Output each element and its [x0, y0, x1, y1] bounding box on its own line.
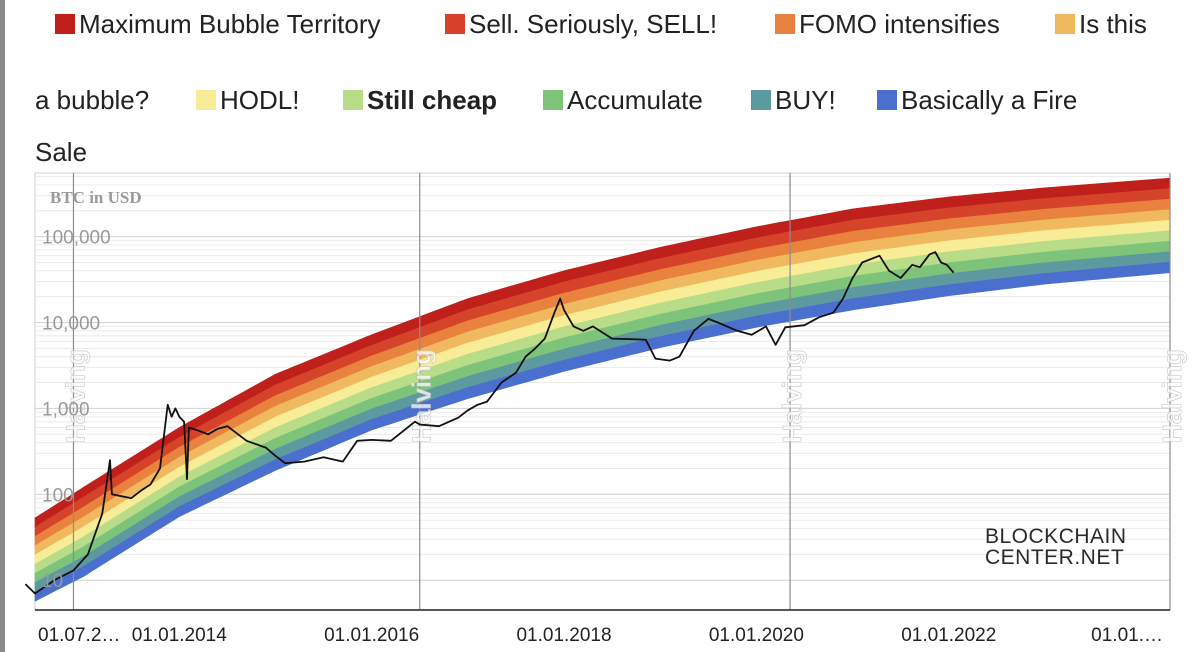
y-tick-labels: 100,000 10,000 1,000 100 10: [42, 228, 111, 593]
legend-swatch: [543, 90, 563, 110]
legend-swatch: [877, 90, 897, 110]
legend-label: Maximum Bubble Territory: [79, 9, 381, 39]
legend-item-still-cheap[interactable]: Still cheap: [343, 87, 497, 113]
x-tick-label: 01.01.…: [1091, 625, 1163, 646]
x-tick-labels: 01.07.2… 01.01.2014 01.01.2016 01.01.2018 01…: [38, 625, 1163, 646]
x-tick-label: 01.01.2018: [516, 625, 611, 646]
legend-swatch: [751, 90, 771, 110]
legend-swatch: [445, 14, 465, 34]
y-axis-label: BTC in USD: [50, 188, 142, 207]
legend-label-continuation: a bubble?: [35, 85, 150, 115]
y-tick-label: 100,000: [42, 228, 111, 249]
legend-label: Sell. Seriously, SELL!: [469, 9, 718, 39]
y-tick-label: 100: [42, 485, 74, 506]
price-series: [24, 251, 955, 595]
legend-label: Is this: [1079, 9, 1147, 39]
halving-label: Halving: [1157, 349, 1187, 443]
legend-label: Accumulate: [567, 85, 703, 115]
legend-item-fomo[interactable]: FOMO intensifies: [775, 11, 1000, 37]
legend-item-accumulate[interactable]: Accumulate: [543, 87, 703, 113]
legend-label: FOMO intensifies: [799, 9, 1000, 39]
legend-item-fire-sale[interactable]: Basically a Fire: [877, 87, 1077, 113]
x-tick-label: 01.01.2020: [709, 625, 804, 646]
x-tick-label: 01.01.2014: [132, 625, 228, 646]
btc-price-line: [24, 251, 955, 595]
legend-swatch: [1055, 14, 1075, 34]
legend-label: BUY!: [775, 85, 836, 115]
legend-item-maximum-bubble[interactable]: Maximum Bubble Territory: [55, 11, 381, 37]
legend-label: Still cheap: [367, 85, 498, 115]
logo-line-2: CENTER.NET: [985, 546, 1124, 569]
halving-label: Halving: [60, 349, 90, 443]
y-tick-label: 1,000: [42, 399, 90, 420]
legend-swatch: [196, 90, 216, 110]
legend-label: Basically a Fire: [901, 85, 1078, 115]
blockchain-center-logo: BLOCKCHAIN CENTER.NET: [985, 525, 1127, 569]
y-tick-label: 10,000: [42, 314, 100, 335]
legend-swatch: [343, 90, 363, 110]
legend-label-continuation: Sale: [35, 137, 88, 167]
x-tick-label: 01.07.2…: [38, 625, 120, 646]
x-tick-label: 01.01.2022: [901, 625, 996, 646]
x-tick-label: 01.01.2016: [324, 625, 419, 646]
legend-swatch: [55, 14, 75, 34]
halving-label: Halving: [407, 349, 437, 443]
logo-line-1: BLOCKCHAIN: [985, 525, 1127, 548]
legend-item-hodl[interactable]: HODL!: [196, 87, 299, 113]
legend-item-sell[interactable]: Sell. Seriously, SELL!: [445, 11, 717, 37]
y-tick-label: 10: [42, 571, 63, 592]
legend-item-bubble[interactable]: Is this: [1055, 11, 1147, 37]
legend-item-buy[interactable]: BUY!: [751, 87, 836, 113]
window-left-border: [0, 0, 5, 652]
halving-lines: Halving Halving Halving Halving: [60, 173, 1187, 610]
halving-label: Halving: [777, 349, 807, 443]
legend-label: HODL!: [220, 85, 300, 115]
legend-swatch: [775, 14, 795, 34]
